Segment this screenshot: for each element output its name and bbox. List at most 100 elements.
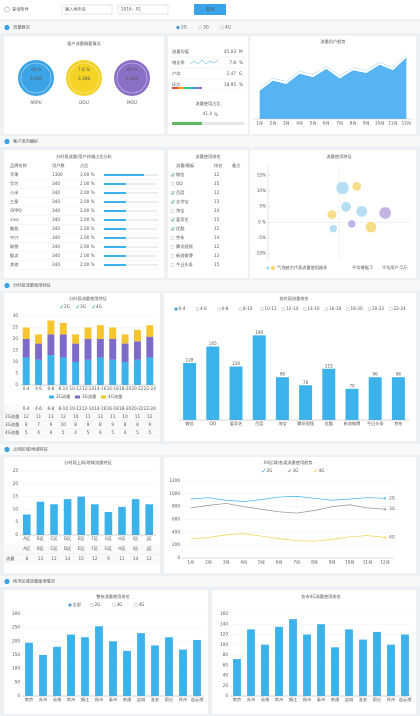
table-cell: 8 <box>74 422 77 427</box>
city-input[interactable] <box>61 4 113 15</box>
color-strip <box>196 87 202 89</box>
x-tick-label: 11月 <box>388 121 398 127</box>
kpi-value: 3,388 <box>78 76 90 81</box>
x-tick-label: 12月 <box>402 121 412 127</box>
bar <box>36 501 45 535</box>
data-label: 128 <box>186 357 194 362</box>
radio[interactable] <box>134 603 138 607</box>
section-title: 上网区域/地域特征 <box>13 446 49 453</box>
table-cell: 8 <box>136 422 139 427</box>
footer-unit: % <box>214 112 218 117</box>
checkbox[interactable] <box>170 200 175 204</box>
bar <box>35 359 43 385</box>
radio-label: 2G <box>95 602 101 607</box>
bar <box>109 339 117 360</box>
filter-label: 查询条件 <box>12 6 29 13</box>
radio[interactable] <box>195 307 200 311</box>
radio[interactable] <box>176 25 180 30</box>
radio[interactable] <box>389 307 393 311</box>
radio[interactable] <box>112 603 116 607</box>
table-header: B区 <box>37 546 44 551</box>
radio[interactable] <box>174 307 178 311</box>
checkbox[interactable] <box>170 209 175 213</box>
share-bar <box>104 219 126 221</box>
metric-value: 45.03 <box>224 49 236 54</box>
bar <box>63 499 72 535</box>
table-header: 18-20 <box>119 406 132 411</box>
section-header <box>0 136 420 147</box>
bar <box>345 388 359 420</box>
bar <box>123 650 131 696</box>
x-tick-label: 5月 <box>258 560 265 566</box>
bar <box>401 634 409 696</box>
table-row-label: 3G流量 <box>5 421 19 428</box>
bar <box>345 629 353 696</box>
radio[interactable] <box>303 307 307 311</box>
kpi-circle <box>114 60 150 96</box>
bar <box>59 357 67 385</box>
x-tick-label: 泰州 <box>317 696 325 702</box>
bar <box>206 346 220 420</box>
legend-label: 3G <box>293 468 299 473</box>
y-tick-label: 25 <box>13 325 19 330</box>
panel <box>4 590 208 714</box>
table-cell: 12 <box>98 414 104 419</box>
table-header: 排名 <box>214 162 222 169</box>
x-tick-label: 2月 <box>270 121 277 127</box>
bubble <box>356 206 368 217</box>
table-cell: 9 <box>107 556 110 561</box>
radio[interactable] <box>260 307 264 311</box>
radio[interactable] <box>238 307 243 311</box>
table-cell: 11 <box>36 414 42 419</box>
radio[interactable] <box>281 307 286 311</box>
share-track <box>104 210 158 212</box>
checkbox[interactable] <box>170 263 175 267</box>
checkbox[interactable] <box>170 218 175 222</box>
end-point <box>384 536 387 539</box>
y-tick-label: 10% <box>257 188 266 193</box>
checkbox[interactable] <box>170 191 175 195</box>
bar <box>53 646 61 696</box>
table-cell: 12 <box>24 414 30 419</box>
radio[interactable] <box>220 25 224 30</box>
checkbox[interactable] <box>170 245 175 249</box>
bar <box>133 359 141 385</box>
table-header: 占比 <box>80 162 88 169</box>
checkbox[interactable] <box>170 182 175 186</box>
bar <box>22 357 30 385</box>
footer-value: 41.4 <box>203 111 213 116</box>
table-cell: 6 <box>99 430 102 435</box>
line <box>190 496 386 502</box>
table-header: 4-6 <box>35 406 42 411</box>
checkbox[interactable] <box>170 227 175 231</box>
table-header: 12-14 <box>82 406 95 411</box>
check-mark <box>59 304 64 309</box>
checkbox[interactable] <box>170 236 175 240</box>
query-button[interactable] <box>194 4 226 15</box>
bar <box>275 626 283 696</box>
x-tick-label: 常州 <box>67 696 75 703</box>
radio[interactable] <box>198 25 202 30</box>
legend-label: 3G流量 <box>82 393 96 400</box>
x-tick-label: 无锡 <box>53 696 61 703</box>
check-mark <box>313 468 318 473</box>
checkbox[interactable] <box>170 173 175 177</box>
radio[interactable] <box>68 603 72 607</box>
date-input[interactable] <box>117 4 169 15</box>
table-header: H区 <box>118 546 125 551</box>
radio[interactable] <box>90 603 94 607</box>
radio[interactable] <box>367 307 372 311</box>
legend-swatch <box>49 395 54 399</box>
table-cell: 其他 <box>10 261 19 268</box>
check-mark <box>171 199 175 204</box>
y-tick-label: 20 <box>13 336 19 341</box>
radio-label: 2G <box>181 25 187 30</box>
checkbox[interactable] <box>170 254 175 258</box>
radio[interactable] <box>324 307 329 311</box>
legend-bubble <box>271 266 275 270</box>
line <box>190 533 386 542</box>
radio[interactable] <box>346 307 350 311</box>
table-header: 10-12 <box>70 406 83 411</box>
y-tick-label: 40 <box>223 673 229 678</box>
radio[interactable] <box>217 307 221 311</box>
